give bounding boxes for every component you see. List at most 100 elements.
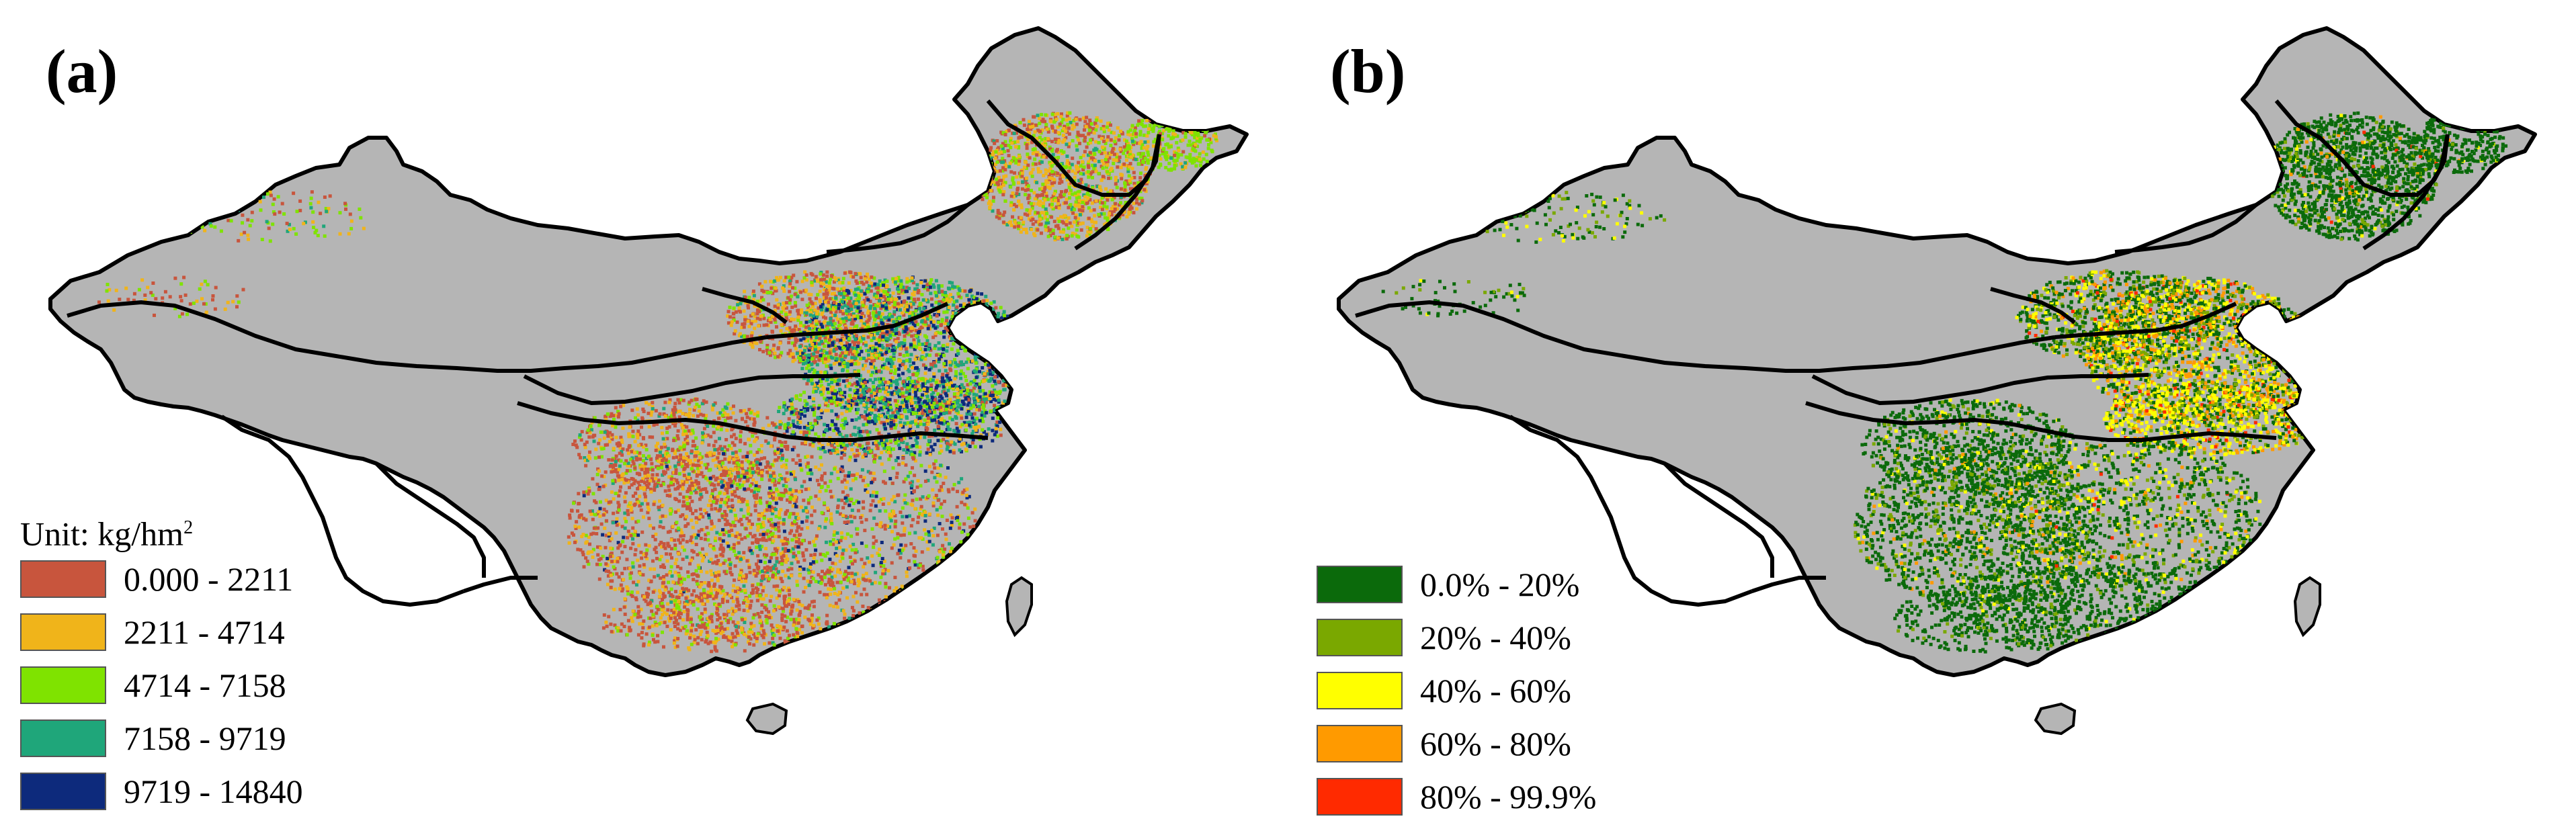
raster-pixel xyxy=(895,298,899,302)
raster-pixel xyxy=(887,315,891,319)
raster-pixel xyxy=(1011,191,1015,195)
raster-pixel xyxy=(1016,224,1020,228)
raster-pixel xyxy=(989,301,993,305)
raster-pixel xyxy=(855,402,859,406)
raster-pixel xyxy=(987,172,991,176)
raster-pixel xyxy=(1054,199,1057,203)
raster-pixel xyxy=(996,208,1000,212)
raster-pixel xyxy=(974,370,978,374)
raster-pixel xyxy=(796,421,800,425)
raster-pixel xyxy=(1009,325,1013,329)
raster-pixel xyxy=(875,428,879,432)
raster-pixel xyxy=(822,292,826,296)
raster-pixel xyxy=(861,304,865,308)
raster-pixel xyxy=(841,277,845,281)
raster-pixel xyxy=(831,386,835,390)
raster-pixel xyxy=(1011,359,1015,363)
raster-pixel xyxy=(1175,141,1179,144)
raster-pixel xyxy=(1056,150,1061,154)
raster-pixel xyxy=(897,296,901,300)
raster-pixel xyxy=(1028,125,1032,129)
raster-pixel xyxy=(995,424,999,428)
raster-pixel xyxy=(749,340,753,344)
raster-pixel xyxy=(845,361,849,365)
raster-pixel xyxy=(778,423,782,427)
raster-pixel xyxy=(878,380,882,384)
raster-pixel xyxy=(878,301,882,305)
raster-pixel xyxy=(902,344,906,348)
raster-pixel xyxy=(1034,210,1038,214)
raster-pixel xyxy=(1110,207,1114,210)
raster-pixel xyxy=(1043,139,1047,143)
raster-pixel xyxy=(1070,163,1074,167)
raster-pixel xyxy=(1045,212,1049,216)
raster-pixel xyxy=(1057,220,1061,223)
raster-pixel xyxy=(998,343,1001,347)
raster-pixel xyxy=(1078,142,1081,146)
raster-pixel xyxy=(782,322,786,326)
raster-pixel xyxy=(836,287,839,291)
raster-pixel xyxy=(809,300,813,304)
raster-pixel xyxy=(899,282,903,286)
raster-pixel xyxy=(1206,138,1210,142)
raster-pixel xyxy=(827,304,831,308)
raster-pixel xyxy=(1030,228,1034,231)
raster-pixel xyxy=(948,379,952,382)
raster-pixel xyxy=(880,414,883,418)
raster-pixel xyxy=(1119,173,1123,177)
raster-pixel xyxy=(776,306,780,310)
raster-pixel xyxy=(1147,127,1151,131)
raster-pixel xyxy=(934,300,938,304)
raster-pixel xyxy=(826,359,830,363)
raster-pixel xyxy=(841,292,845,296)
raster-pixel xyxy=(876,286,880,290)
raster-pixel xyxy=(792,318,796,322)
raster-pixel xyxy=(806,378,811,382)
raster-pixel xyxy=(834,296,838,300)
raster-pixel xyxy=(982,333,986,337)
raster-pixel xyxy=(1159,163,1163,166)
raster-pixel xyxy=(856,287,860,291)
raster-pixel xyxy=(741,322,745,326)
raster-pixel xyxy=(752,294,756,298)
raster-pixel xyxy=(854,362,858,366)
raster-pixel xyxy=(1085,145,1089,149)
raster-pixel xyxy=(833,313,837,317)
raster-pixel xyxy=(910,326,914,330)
raster-pixel xyxy=(1040,211,1044,215)
raster-pixel xyxy=(938,402,942,406)
raster-pixel xyxy=(894,282,898,286)
raster-pixel xyxy=(993,336,996,340)
raster-pixel xyxy=(992,180,996,184)
raster-pixel xyxy=(1134,157,1138,161)
raster-pixel xyxy=(1087,160,1091,164)
raster-pixel xyxy=(919,281,923,285)
raster-pixel xyxy=(1048,186,1052,190)
raster-pixel xyxy=(971,429,975,433)
raster-pixel xyxy=(1113,204,1117,208)
raster-pixel xyxy=(880,344,884,348)
raster-pixel xyxy=(954,370,958,374)
raster-pixel xyxy=(905,415,909,419)
raster-pixel xyxy=(858,357,862,361)
raster-pixel xyxy=(956,329,960,333)
raster-pixel xyxy=(850,383,854,387)
raster-pixel xyxy=(886,441,890,445)
raster-pixel xyxy=(1089,130,1093,134)
raster-pixel xyxy=(879,318,883,322)
raster-pixel xyxy=(837,292,841,296)
raster-pixel xyxy=(877,311,881,315)
raster-pixel xyxy=(1094,220,1097,224)
raster-pixel xyxy=(1003,369,1007,374)
raster-pixel xyxy=(857,452,861,455)
raster-pixel xyxy=(853,389,857,393)
raster-pixel xyxy=(909,421,913,425)
raster-pixel xyxy=(1040,231,1043,235)
raster-pixel xyxy=(1138,176,1142,180)
raster-pixel xyxy=(878,279,882,283)
raster-pixel xyxy=(843,351,847,355)
raster-pixel xyxy=(820,384,824,388)
raster-pixel xyxy=(788,331,792,335)
raster-pixel xyxy=(983,414,987,418)
taiwan-island xyxy=(1005,576,1033,638)
